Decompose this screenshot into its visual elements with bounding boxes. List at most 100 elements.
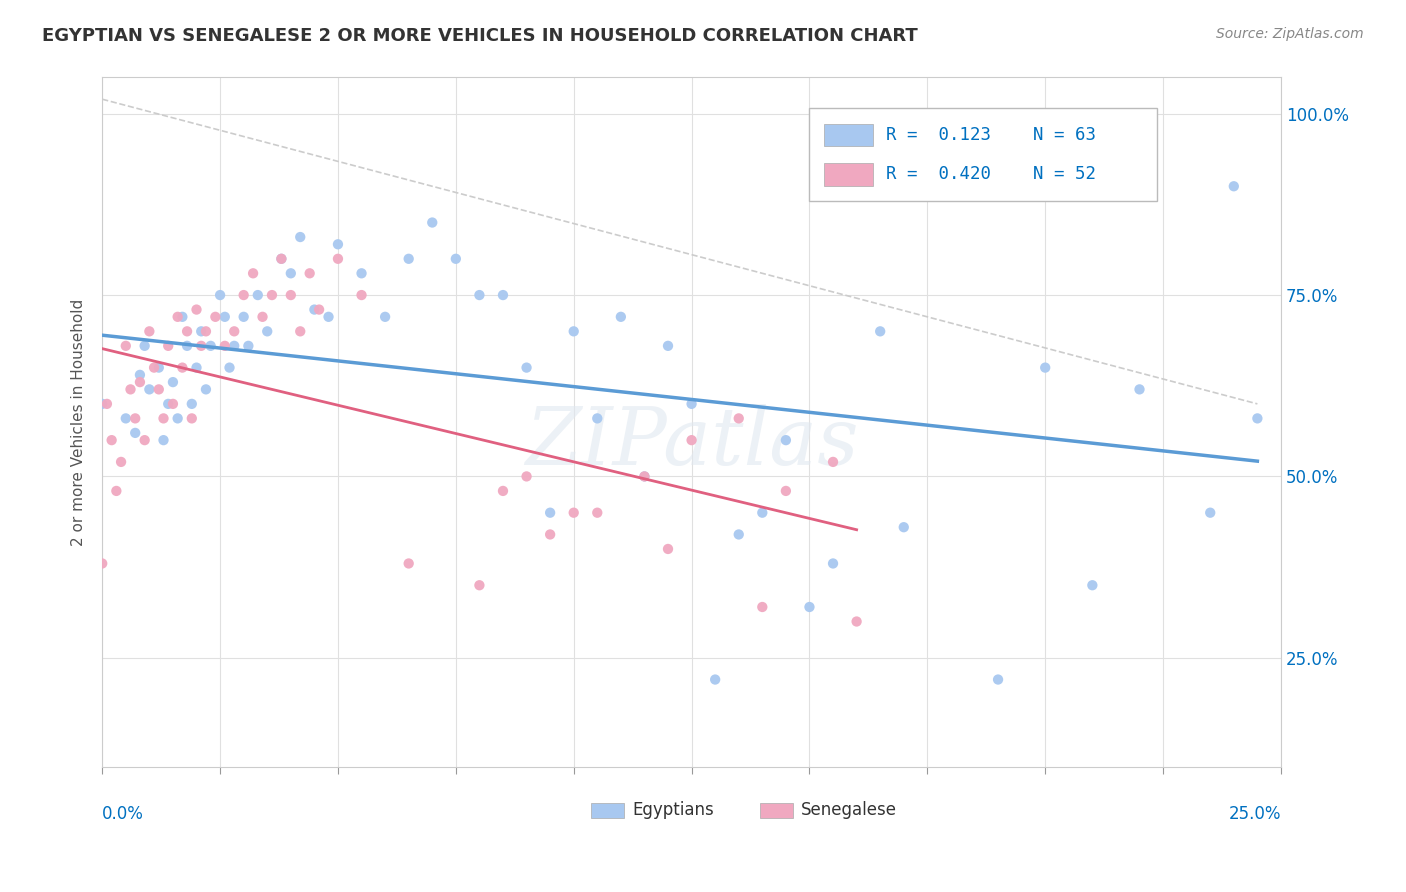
- Point: [100, 433, 122, 447]
- Point: [110, 455, 132, 469]
- Point: [290, 324, 312, 338]
- Point: [138, 324, 160, 338]
- Point: [96, 397, 118, 411]
- Point: [91, 557, 114, 571]
- Point: [633, 469, 655, 483]
- Y-axis label: 2 or more Vehicles in Household: 2 or more Vehicles in Household: [72, 299, 86, 546]
- Point: [290, 230, 312, 244]
- Point: [562, 324, 585, 338]
- Point: [893, 520, 915, 534]
- Point: [326, 237, 349, 252]
- Point: [821, 557, 844, 571]
- Point: [152, 411, 174, 425]
- Point: [246, 288, 269, 302]
- Point: [727, 527, 749, 541]
- Point: [586, 411, 609, 425]
- Point: [152, 433, 174, 447]
- Point: [775, 483, 797, 498]
- Point: [200, 339, 222, 353]
- FancyBboxPatch shape: [810, 109, 1157, 202]
- Point: [610, 310, 633, 324]
- Point: [1223, 179, 1246, 194]
- Point: [398, 557, 420, 571]
- Point: [134, 339, 156, 353]
- Point: [114, 339, 136, 353]
- Point: [681, 433, 703, 447]
- Point: [238, 339, 260, 353]
- Point: [398, 252, 420, 266]
- Point: [129, 368, 152, 382]
- Point: [209, 288, 232, 302]
- Point: [214, 310, 236, 324]
- Point: [681, 397, 703, 411]
- Point: [270, 252, 292, 266]
- Point: [252, 310, 274, 324]
- Point: [298, 266, 321, 280]
- Point: [586, 506, 609, 520]
- Text: Egyptians: Egyptians: [633, 801, 714, 819]
- Text: ZIPatlas: ZIPatlas: [524, 404, 858, 482]
- Point: [105, 483, 128, 498]
- Point: [727, 411, 749, 425]
- Point: [138, 383, 160, 397]
- Point: [468, 578, 491, 592]
- Point: [538, 527, 561, 541]
- Point: [224, 339, 246, 353]
- Point: [280, 288, 302, 302]
- Point: [186, 360, 208, 375]
- Point: [129, 375, 152, 389]
- Point: [194, 324, 217, 338]
- Point: [318, 310, 340, 324]
- Point: [124, 411, 146, 425]
- Point: [1128, 383, 1150, 397]
- Point: [190, 339, 212, 353]
- Text: Senegalese: Senegalese: [801, 801, 897, 819]
- Point: [176, 324, 198, 338]
- Point: [562, 506, 585, 520]
- Point: [224, 324, 246, 338]
- Point: [799, 599, 821, 614]
- Point: [204, 310, 226, 324]
- Point: [492, 483, 515, 498]
- Point: [420, 215, 443, 229]
- FancyBboxPatch shape: [824, 163, 873, 186]
- Point: [166, 310, 188, 324]
- Point: [845, 615, 868, 629]
- Point: [232, 310, 254, 324]
- Point: [538, 506, 561, 520]
- Point: [172, 310, 194, 324]
- Point: [186, 302, 208, 317]
- Point: [821, 455, 844, 469]
- Point: [190, 324, 212, 338]
- Point: [280, 266, 302, 280]
- Point: [492, 288, 515, 302]
- Point: [114, 411, 136, 425]
- Point: [1246, 411, 1268, 425]
- FancyBboxPatch shape: [824, 124, 873, 146]
- Point: [775, 433, 797, 447]
- Point: [194, 383, 217, 397]
- Point: [232, 288, 254, 302]
- Point: [148, 383, 170, 397]
- Point: [180, 411, 202, 425]
- Point: [308, 302, 330, 317]
- Point: [166, 411, 188, 425]
- Point: [162, 375, 184, 389]
- Point: [516, 360, 538, 375]
- Point: [917, 121, 939, 136]
- Point: [1081, 578, 1104, 592]
- Point: [657, 339, 679, 353]
- Text: EGYPTIAN VS SENEGALESE 2 OR MORE VEHICLES IN HOUSEHOLD CORRELATION CHART: EGYPTIAN VS SENEGALESE 2 OR MORE VEHICLE…: [42, 27, 918, 45]
- FancyBboxPatch shape: [761, 803, 793, 818]
- Point: [704, 673, 727, 687]
- Point: [1199, 506, 1222, 520]
- Point: [214, 339, 236, 353]
- Text: 25.0%: 25.0%: [1229, 805, 1281, 823]
- Point: [304, 302, 326, 317]
- Point: [260, 288, 283, 302]
- Point: [350, 288, 373, 302]
- FancyBboxPatch shape: [592, 803, 624, 818]
- Point: [751, 599, 773, 614]
- Point: [987, 673, 1010, 687]
- Point: [657, 541, 679, 556]
